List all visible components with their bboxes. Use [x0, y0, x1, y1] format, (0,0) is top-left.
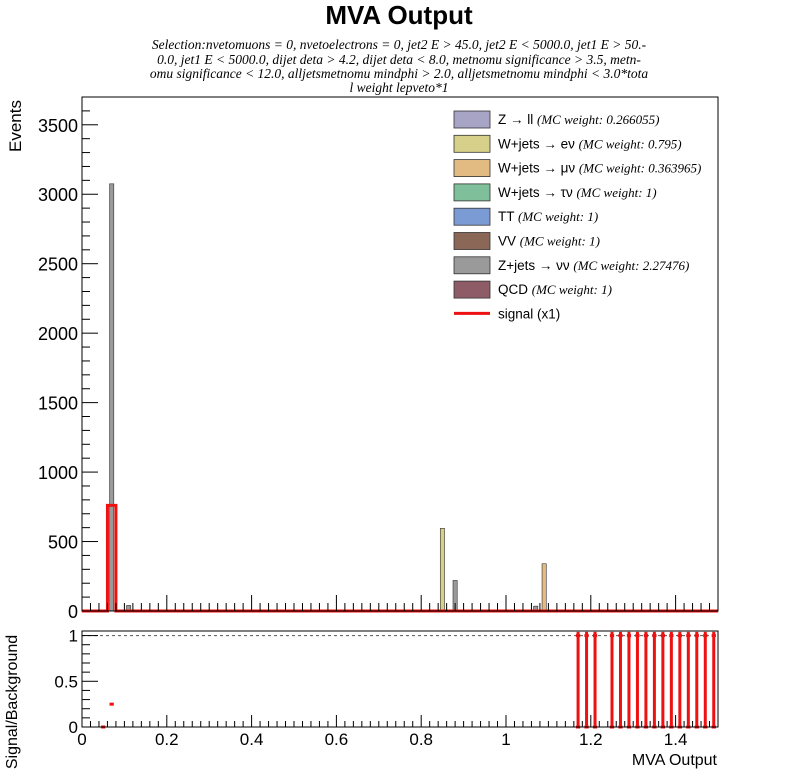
ratio-point: [660, 631, 665, 729]
legend-weight-note: (MC weight: 1): [518, 209, 598, 224]
x-axis-label: MVA Output: [632, 752, 718, 769]
ratio-point: [575, 631, 581, 729]
subtitle-line: l weight lepveto*1: [350, 80, 449, 95]
legend-weight-note: (MC weight: 0.266055): [537, 112, 659, 127]
ratio-point: [643, 631, 649, 729]
legend-entry: VV (MC weight: 1): [453, 232, 600, 250]
legend-weight-note: (MC weight: 0.795): [579, 136, 682, 151]
legend-label: W+jets → μν (MC weight: 0.363965): [498, 161, 701, 176]
x-tick-label: 1.2: [579, 730, 603, 749]
x-tick-label: 0.6: [325, 730, 349, 749]
legend-weight-note: (MC weight: 1): [576, 185, 656, 200]
legend-label: W+jets → τν (MC weight: 1): [498, 185, 657, 200]
legend-weight-note: (MC weight: 1): [520, 234, 600, 249]
ratio-point: [635, 631, 640, 729]
legend-swatch: [453, 110, 491, 129]
legend-label: VV (MC weight: 1): [498, 234, 600, 249]
ratio-panel: 0 0.5 1 0 0.2 0.4 0.6 0.8 1 1.2 1.4 MVA Output Sig…: [4, 627, 719, 769]
y-axis-label: Events: [6, 100, 25, 152]
subtitle-line: Selection:nvetomuons = 0, nvetoelectrons…: [152, 37, 647, 52]
legend-entry: Z+jets → νν (MC weight: 2.27476): [453, 256, 689, 275]
ratio-y-tick-label: 0: [69, 718, 78, 737]
histogram-bar: [541, 563, 547, 612]
legend-swatch: [453, 232, 491, 250]
ratio-point: [686, 631, 691, 729]
x-tick-label: 0.2: [155, 730, 179, 749]
ratio-point: [703, 631, 708, 729]
ratio-point: [677, 631, 682, 729]
legend-label: Z+jets → νν (MC weight: 2.27476): [498, 258, 689, 273]
histogram-bar: [439, 528, 445, 612]
ratio-axes: 0 0.5 1 0 0.2 0.4 0.6 0.8 1 1.2 1.4: [54, 627, 719, 749]
ratio-point: [711, 631, 716, 729]
legend-entry: signal (x1): [454, 306, 560, 321]
legend-weight-note: (MC weight: 2.27476): [573, 258, 689, 273]
x-tick-label: 1: [501, 730, 510, 749]
x-tick-label: 0.4: [240, 730, 264, 749]
y-tick-label: 2500: [38, 255, 78, 275]
legend-weight-note: (MC weight: 1): [532, 282, 612, 297]
legend-label: QCD (MC weight: 1): [498, 282, 612, 297]
y-tick-label: 1000: [38, 463, 78, 483]
ratio-point: [609, 631, 615, 729]
legend-swatch: [453, 256, 491, 275]
legend-weight-note: (MC weight: 0.363965): [579, 161, 701, 176]
histogram-bar: [109, 183, 115, 612]
ratio-point: [669, 631, 674, 729]
legend-entry: W+jets → τν (MC weight: 1): [453, 183, 657, 202]
y-tick-label: 1500: [38, 394, 78, 414]
y-tick-label: 0: [68, 602, 78, 622]
legend-label: signal (x1): [498, 306, 560, 321]
y-tick-label: 3000: [38, 185, 78, 205]
x-tick-label: 0.8: [409, 730, 433, 749]
ratio-y-tick-label: 0.5: [54, 672, 78, 691]
subtitle-line: omu significance < 12.0, alljetsmetnomu …: [150, 66, 649, 81]
main-axes: 0 500 1000 1500 2000 2500 3000 3500: [38, 96, 719, 622]
ratio-point: [652, 631, 657, 729]
legend-label: TT (MC weight: 1): [498, 209, 598, 224]
ratio-point: [584, 631, 589, 729]
subtitle-line: 0.0, jet1 E < 5000.0, dijet deta > 4.2, …: [157, 52, 641, 67]
x-tick-label: 0: [77, 730, 86, 749]
legend-entry: TT (MC weight: 1): [453, 207, 598, 226]
legend-swatch: [453, 280, 491, 299]
chart-title: MVA Output: [325, 0, 473, 30]
ratio-point: [694, 631, 699, 729]
ratio-point: [626, 631, 632, 729]
ratio-y-axis-label: Signal/Background: [4, 635, 21, 769]
y-tick-label: 2000: [38, 324, 78, 344]
legend-entry: Z → ll (MC weight: 0.266055): [453, 110, 659, 129]
legend-entry: QCD (MC weight: 1): [453, 280, 612, 299]
legend-swatch: [453, 159, 491, 178]
legend-swatch: [453, 183, 491, 202]
legend: Z → ll (MC weight: 0.266055) W+jets → eν …: [453, 110, 701, 321]
ratio-y-tick-label: 1: [69, 627, 78, 646]
selection-subtitle: Selection:nvetomuons = 0, nvetoelectrons…: [150, 37, 649, 95]
y-tick-label: 3500: [38, 116, 78, 136]
x-tick-label: 1.4: [664, 730, 688, 749]
legend-entry: W+jets → μν (MC weight: 0.363965): [453, 159, 701, 178]
legend-swatch: [453, 207, 491, 226]
ratio-point: [618, 631, 623, 729]
plot-frame: [81, 96, 719, 612]
legend-label: Z → ll (MC weight: 0.266055): [498, 112, 659, 127]
y-tick-label: 500: [48, 533, 78, 553]
ratio-point: [592, 631, 598, 729]
legend-swatch: [453, 134, 491, 153]
legend-label: W+jets → eν (MC weight: 0.795): [498, 136, 682, 151]
main-histogram-panel: 0 500 1000 1500 2000 2500 3000 3500 Events: [6, 96, 719, 622]
legend-entry: W+jets → eν (MC weight: 0.795): [453, 134, 682, 153]
ratio-frame: [81, 630, 719, 728]
